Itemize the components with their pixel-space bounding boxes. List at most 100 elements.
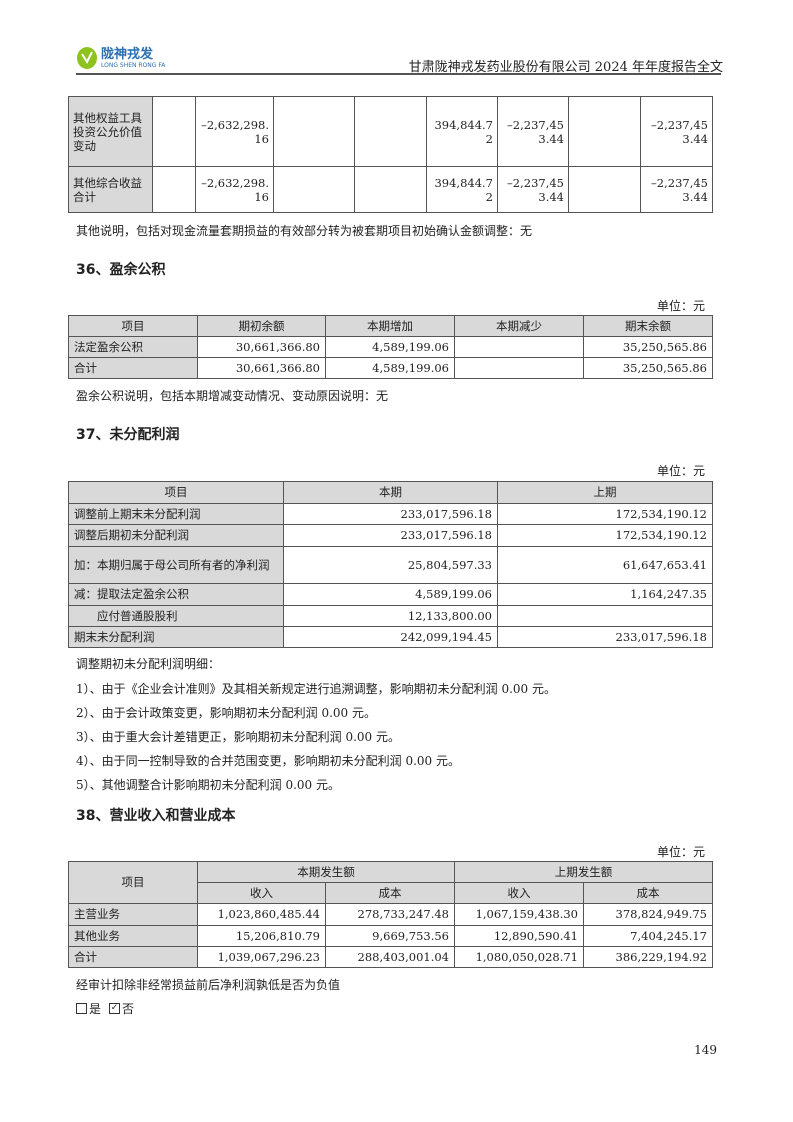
row-label: 应付普通股股利 [68, 605, 284, 627]
cell: 386,229,194.92 [583, 946, 713, 968]
checkbox-no-checked[interactable]: ✓ [109, 1003, 121, 1014]
cell [152, 96, 196, 167]
table-row: 期末未分配利润 242,099,194.45 233,017,596.18 [68, 626, 713, 648]
column-header: 成本 [583, 882, 713, 904]
cell: 4,589,199.06 [283, 583, 498, 606]
row-label: 期末未分配利润 [68, 626, 284, 648]
revenue-cost-table: 项目 本期发生额 上期发生额 收入 成本 收入 成本 主营业务 1,023,860… [68, 861, 713, 968]
oci-table: 其他权益工具投资公允价值变动 –2,632,298.16 394,844.72 … [68, 96, 713, 213]
cell: 30,661,366.80 [197, 336, 326, 358]
cell [354, 96, 427, 167]
table-row: 加：本期归属于母公司所有者的净利润 25,804,597.33 61,647,653… [68, 546, 713, 584]
table-row: 合计 1,039,067,296.23 288,403,001.04 1,080,05… [68, 946, 713, 968]
logo-icon [77, 47, 97, 69]
column-header: 上期 [497, 481, 713, 504]
cell [454, 357, 584, 379]
column-header: 上期发生额 [454, 861, 713, 883]
column-header: 本期 [283, 481, 498, 504]
cell: 1,039,067,296.23 [197, 946, 326, 968]
cell: 4,589,199.06 [325, 336, 455, 358]
row-label: 其他综合收益合计 [68, 166, 153, 213]
option-yes-label: 是 [89, 1002, 102, 1016]
cell: 35,250,565.86 [583, 357, 713, 379]
column-header: 项目 [68, 481, 284, 504]
table-row: 其他权益工具投资公允价值变动 –2,632,298.16 394,844.72 … [68, 96, 713, 167]
cell: 233,017,596.18 [283, 503, 498, 525]
row-label: 主营业务 [68, 903, 198, 926]
column-header: 收入 [454, 882, 584, 904]
negative-profit-question: 经审计扣除非经常损益前后净利润孰低是否为负值 [76, 978, 341, 992]
column-header: 期末余额 [583, 315, 713, 337]
cell: –2,632,298.16 [195, 166, 274, 213]
cell: 378,824,949.75 [583, 903, 713, 926]
page-number: 149 [694, 1043, 717, 1057]
cell: 35,250,565.86 [583, 336, 713, 358]
cell: 288,403,001.04 [325, 946, 455, 968]
surplus-reserve-table: 项目 期初余额 本期增加 本期减少 期末余额 法定盈余公积 30,661,366… [68, 315, 713, 379]
cell [273, 166, 355, 213]
cell: 394,844.72 [426, 166, 498, 213]
cell: –2,237,453.44 [640, 96, 713, 167]
cell: 278,733,247.48 [325, 903, 455, 926]
logo-text: 陇神戎发 [101, 46, 154, 62]
table-header-row: 项目 本期发生额 上期发生额 [68, 861, 713, 904]
cell [568, 166, 641, 213]
row-label: 其他权益工具投资公允价值变动 [68, 96, 153, 167]
table-row: 调整后期初未分配利润 233,017,596.18 172,534,190.12 [68, 524, 713, 547]
table-row: 主营业务 1,023,860,485.44 278,733,247.48 1,067,… [68, 903, 713, 926]
unit-label: 单位：元 [656, 464, 705, 478]
cell: –2,632,298.16 [195, 96, 274, 167]
column-header: 期初余额 [197, 315, 326, 337]
table-row: 其他综合收益合计 –2,632,298.16 394,844.72 –2,237… [68, 166, 713, 213]
cell: 12,133,800.00 [283, 605, 498, 627]
cell: 1,023,860,485.44 [197, 903, 326, 926]
cell: 172,534,190.12 [497, 503, 713, 525]
company-logo: 陇神戎发 LONG SHEN RONG FA [76, 46, 165, 70]
cell: 233,017,596.18 [497, 626, 713, 648]
table-row: 减：提取法定盈余公积 4,589,199.06 1,164,247.35 [68, 583, 713, 606]
cell [454, 336, 584, 358]
cell: 1,067,159,438.30 [454, 903, 584, 926]
cell: 242,099,194.45 [283, 626, 498, 648]
row-label: 合计 [68, 357, 198, 379]
undistributed-profit-table: 项目 本期 上期 调整前上期末未分配利润 233,017,596.18 172,53… [68, 481, 713, 648]
cell [497, 605, 713, 627]
section-36-title: 36、盈余公积 [76, 262, 166, 278]
column-header: 收入 [197, 882, 326, 904]
column-header: 项目 [68, 315, 198, 337]
cell: 394,844.72 [426, 96, 498, 167]
row-label: 法定盈余公积 [68, 336, 198, 358]
row-label: 其他业务 [68, 925, 198, 947]
cell: 9,669,753.56 [325, 925, 455, 947]
row-label: 加：本期归属于母公司所有者的净利润 [68, 546, 284, 584]
row-label: 调整后期初未分配利润 [68, 524, 284, 547]
cell [354, 166, 427, 213]
row-label: 减：提取法定盈余公积 [68, 583, 284, 606]
unit-label: 单位：元 [656, 845, 705, 859]
column-header: 项目 [68, 861, 198, 904]
section-38-title: 38、营业收入和营业成本 [76, 808, 236, 824]
answer-options: 是 ✓ 否 [76, 1000, 134, 1017]
unit-label: 单位：元 [656, 299, 705, 313]
cell [152, 166, 196, 213]
column-header: 成本 [325, 882, 455, 904]
cell: –2,237,453.44 [640, 166, 713, 213]
column-header: 本期发生额 [197, 861, 455, 883]
cell: 15,206,810.79 [197, 925, 326, 947]
detail-title: 调整期初未分配利润明细： [76, 657, 221, 671]
table-header-row: 项目 期初余额 本期增加 本期减少 期末余额 [68, 315, 713, 337]
cell: 233,017,596.18 [283, 524, 498, 547]
detail-item: 5）、其他调整合计影响期初未分配利润 0.00 元。 [76, 778, 340, 792]
section-37-title: 37、未分配利润 [76, 427, 180, 443]
cell: –2,237,453.44 [497, 96, 569, 167]
checkbox-yes[interactable] [76, 1003, 87, 1014]
header-rule [76, 73, 721, 75]
cell [273, 96, 355, 167]
cell [568, 96, 641, 167]
table-row: 应付普通股股利 12,133,800.00 [68, 605, 713, 627]
cell: 30,661,366.80 [197, 357, 326, 379]
cell: 4,589,199.06 [325, 357, 455, 379]
table-row: 法定盈余公积 30,661,366.80 4,589,199.06 35,250… [68, 336, 713, 358]
detail-item: 2）、由于会计政策变更，影响期初未分配利润 0.00 元。 [76, 706, 376, 720]
cell: 7,404,245.17 [583, 925, 713, 947]
